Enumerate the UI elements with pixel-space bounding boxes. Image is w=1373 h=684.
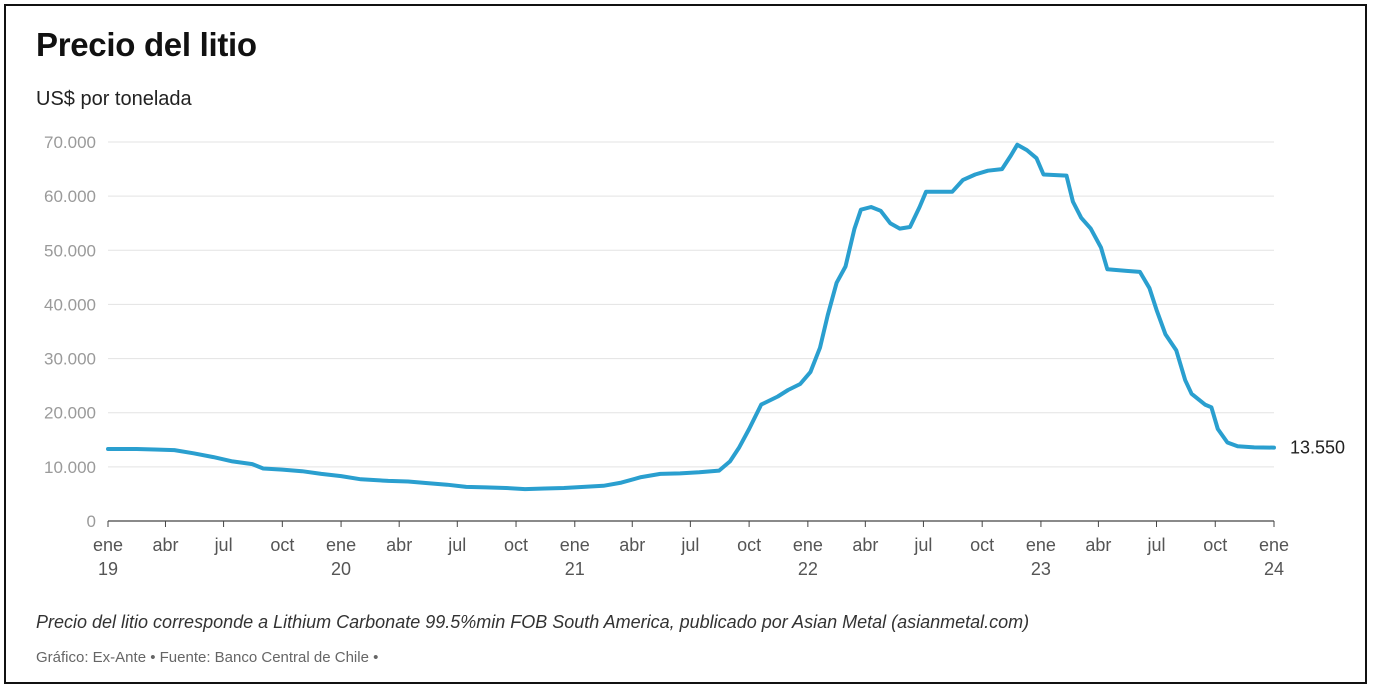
end-value-label: 13.550 xyxy=(1290,438,1345,458)
x-tick-year-label: 23 xyxy=(1031,559,1051,579)
x-tick-label: abr xyxy=(152,535,178,555)
y-tick-label: 0 xyxy=(87,512,96,531)
chart-note: Precio del litio corresponde a Lithium C… xyxy=(36,612,1030,632)
price-line xyxy=(106,142,1276,492)
x-tick-label: jul xyxy=(447,535,466,555)
x-tick-label: jul xyxy=(913,535,932,555)
y-tick-label: 70.000 xyxy=(44,133,96,152)
y-tick-label: 10.000 xyxy=(44,458,96,477)
x-tick-year-label: 21 xyxy=(565,559,585,579)
line-chart: 0 10.000 20.000 30.000 40.000 50.000 60.000 70.… xyxy=(44,133,1345,579)
chart-title: Precio del litio xyxy=(36,26,257,63)
x-tick-label: oct xyxy=(970,535,994,555)
series xyxy=(106,142,1276,492)
x-tick-year-label: 24 xyxy=(1264,559,1284,579)
gridlines xyxy=(108,141,1274,522)
x-tick-label: ene xyxy=(1026,535,1056,555)
x-tick-label: oct xyxy=(504,535,528,555)
x-tick-label: ene xyxy=(560,535,590,555)
y-tick-label: 20.000 xyxy=(44,404,96,423)
x-tick-label: abr xyxy=(1085,535,1111,555)
x-tick-label: abr xyxy=(852,535,878,555)
x-tick-label: oct xyxy=(1203,535,1227,555)
x-tick-label: jul xyxy=(214,535,233,555)
x-tick-label: jul xyxy=(1146,535,1165,555)
x-tick-label: abr xyxy=(619,535,645,555)
x-tick-year-label: 19 xyxy=(98,559,118,579)
x-tick-label: ene xyxy=(793,535,823,555)
x-tick-label: oct xyxy=(270,535,294,555)
y-tick-label: 40.000 xyxy=(44,295,96,314)
y-tick-label: 30.000 xyxy=(44,350,96,369)
y-tick-label: 50.000 xyxy=(44,241,96,260)
y-tick-label: 60.000 xyxy=(44,187,96,206)
x-tick-label: jul xyxy=(680,535,699,555)
chart-subtitle: US$ por tonelada xyxy=(36,88,192,110)
x-tick-year-label: 22 xyxy=(798,559,818,579)
x-axis-ticks: ene 19 abr jul oct ene 20 abr jul oct ene 21 abr jul o… xyxy=(93,521,1289,579)
chart-credit: Gráfico: Ex-Ante • Fuente: Banco Central… xyxy=(36,649,379,666)
x-tick-label: oct xyxy=(737,535,761,555)
x-tick-label: ene xyxy=(1259,535,1289,555)
x-tick-label: ene xyxy=(93,535,123,555)
x-tick-label: abr xyxy=(386,535,412,555)
y-axis-ticks: 0 10.000 20.000 30.000 40.000 50.000 60.000 70.… xyxy=(44,133,96,531)
x-tick-year-label: 20 xyxy=(331,559,351,579)
x-tick-label: ene xyxy=(326,535,356,555)
